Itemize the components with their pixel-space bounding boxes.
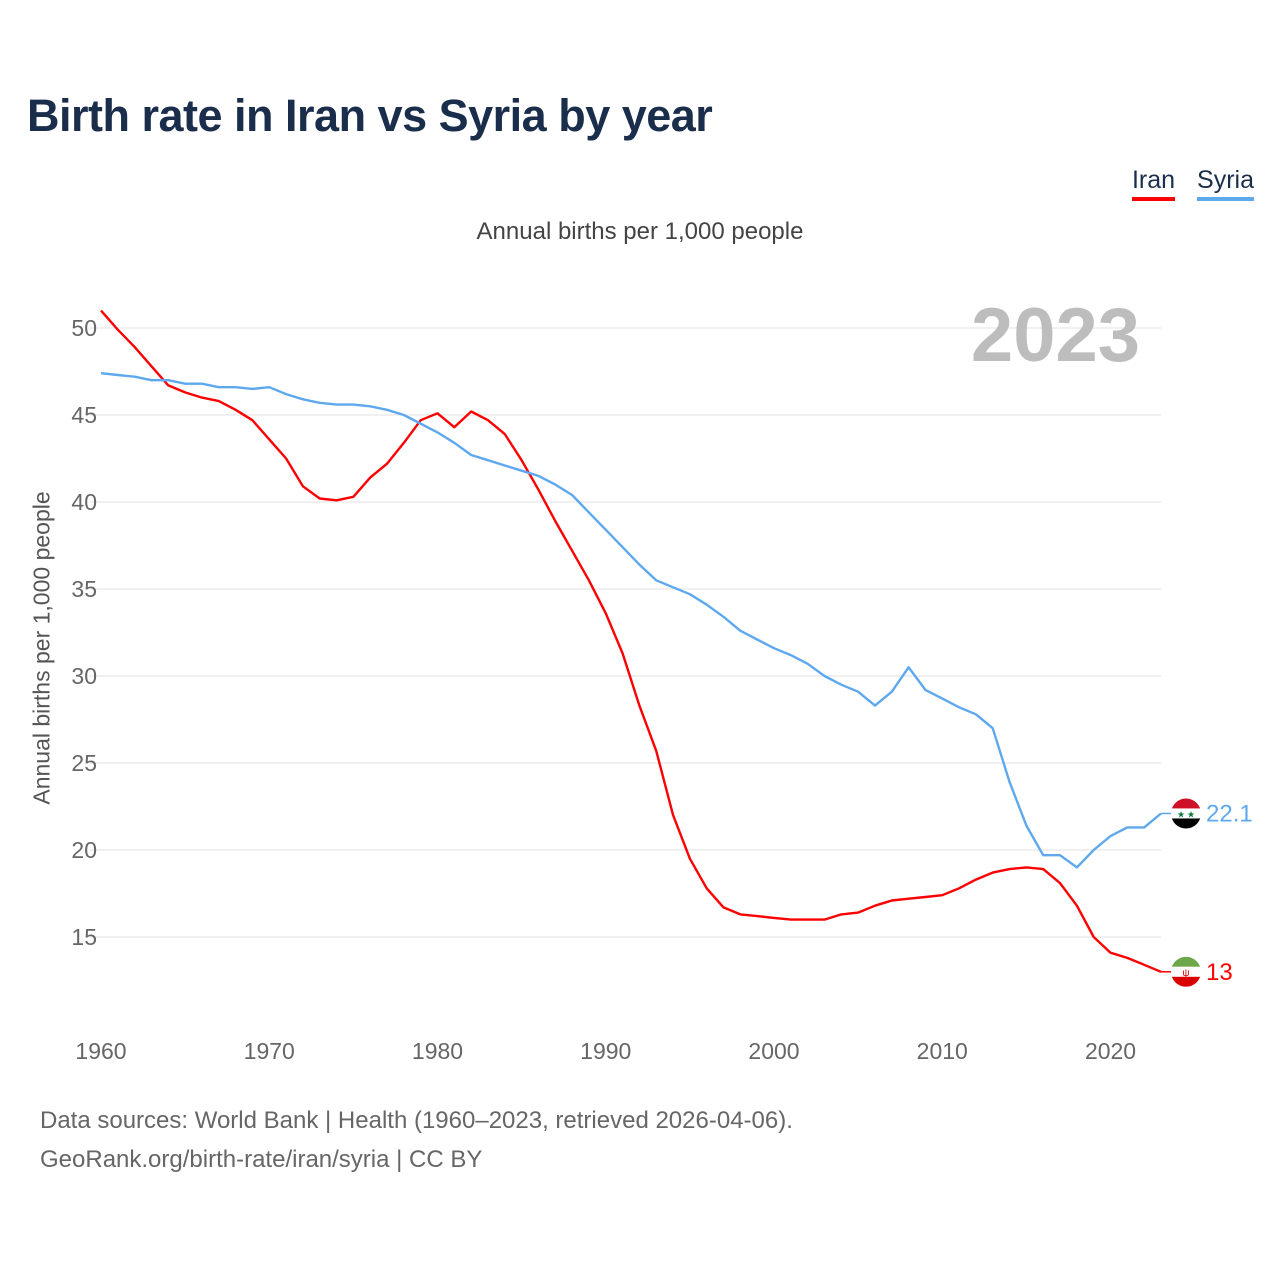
source-link[interactable]: GeoRank.org/birth-rate/iran/syria | CC B…: [40, 1146, 483, 1173]
y-tick-label: 50: [71, 315, 97, 341]
y-tick-label: 15: [71, 924, 97, 950]
x-tick-label: 1990: [580, 1038, 631, 1064]
source-note: Data sources: World Bank | Health (1960–…: [40, 1107, 793, 1134]
y-tick-label: 45: [71, 402, 97, 428]
flag-icon-syria: ★ ★: [1171, 798, 1201, 829]
x-tick-label: 1970: [244, 1038, 295, 1064]
y-tick-label: 20: [71, 837, 97, 863]
chart-subtitle: Annual births per 1,000 people: [476, 218, 804, 245]
flag-star: ★: [1187, 809, 1195, 819]
legend-item-iran[interactable]: Iran: [1131, 166, 1176, 201]
x-tick-label: 2010: [917, 1038, 968, 1064]
end-value-label-iran: 13: [1206, 959, 1233, 986]
chart-title: Birth rate in Iran vs Syria by year: [27, 90, 713, 141]
series-line-syria: [100, 372, 1162, 869]
series-line-iran: [100, 309, 1162, 973]
flag-star: ★: [1177, 809, 1185, 819]
x-tick-label: 2000: [748, 1038, 799, 1064]
flag-stripe: [1171, 808, 1201, 819]
x-tick-label: 1980: [412, 1038, 463, 1064]
legend: Iran Syria: [1131, 166, 1254, 201]
highlight-year: 2023: [970, 293, 1140, 378]
y-tick-label: 35: [71, 576, 97, 602]
y-tick-label: 25: [71, 750, 97, 776]
x-tick-label: 1960: [75, 1038, 126, 1064]
end-value-label-syria: 22.1: [1206, 800, 1253, 827]
flag-stripe: [1171, 956, 1201, 967]
legend-item-syria[interactable]: Syria: [1197, 166, 1254, 201]
flag-icon-iran: ψ: [1171, 956, 1201, 987]
y-tick-label: 40: [71, 489, 97, 515]
flag-emblem: ψ: [1182, 968, 1189, 979]
flag-stripe: [1171, 966, 1201, 977]
y-tick-label: 30: [71, 663, 97, 689]
flag-stripe: [1171, 976, 1201, 987]
flag-stripe: [1171, 818, 1201, 829]
flag-stripe: [1171, 798, 1201, 809]
x-tick-label: 2020: [1085, 1038, 1136, 1064]
